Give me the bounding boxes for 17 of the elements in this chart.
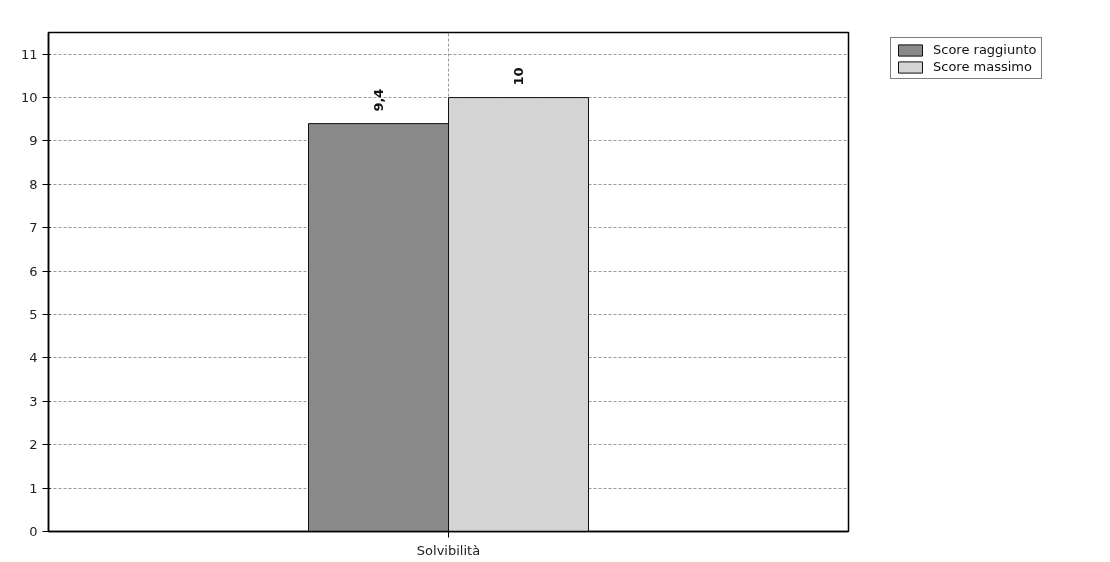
legend-label: Score raggiunto: [933, 42, 1037, 57]
data-label: 10: [511, 67, 526, 86]
y-tick-label: 4: [29, 350, 38, 366]
y-tick-label: 5: [29, 307, 38, 323]
data-label: 9,4: [371, 88, 386, 112]
y-tick-label: 1: [29, 480, 38, 496]
y-tick-label: 7: [29, 220, 38, 236]
legend-label: Score massimo: [933, 59, 1032, 74]
y-tick-label: 11: [20, 46, 38, 62]
x-tick-label: Solvibilità: [416, 542, 481, 558]
y-tick-label: 9: [29, 133, 38, 149]
y-tick-label: 3: [29, 393, 38, 409]
y-tick-label: 10: [20, 90, 38, 106]
y-tick-label: 2: [29, 437, 38, 453]
y-tick-label: 8: [29, 176, 38, 192]
y-tick-label: 0: [29, 524, 38, 539]
y-tick-label: 6: [29, 263, 38, 279]
